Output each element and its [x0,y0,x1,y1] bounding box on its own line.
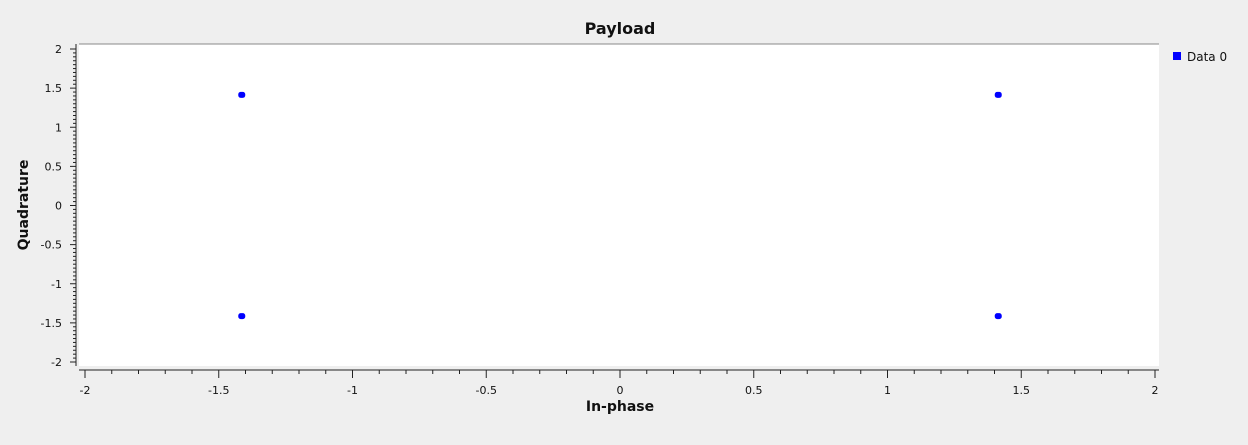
y-tick-label: -1 [51,278,62,291]
y-axis-label: Quadrature [16,160,32,251]
legend-label-data-0: Data 0 [1187,50,1227,64]
y-tick-label: 0 [55,200,62,213]
x-tick-label: 0.5 [745,384,763,397]
data-point [238,313,246,320]
y-tick-label: 0.5 [45,160,63,173]
legend-marker-data-0 [1173,52,1181,60]
data-point [238,91,246,98]
y-axis: 2 1.5 1 0.5 0 -0.5 -1 -1.5 -2 [41,43,77,369]
y-tick-label: -0.5 [41,239,62,252]
x-tick-label: 1 [884,384,891,397]
chart-title: Payload [585,19,656,38]
x-tick-label: -1.5 [208,384,229,397]
x-tick-label: -0.5 [476,384,497,397]
x-tick-label: -1 [347,384,358,397]
x-axis-label: In-phase [586,399,654,415]
plot-area [79,44,1159,366]
x-tick-label: 1.5 [1013,384,1031,397]
data-points [238,91,1002,320]
data-point [994,313,1002,320]
x-tick-label: 0 [617,384,624,397]
x-tick-label: -2 [80,384,91,397]
data-point [994,91,1002,98]
y-tick-label: 1 [55,121,62,134]
y-tick-label: -1.5 [41,317,62,330]
y-tick-label: 2 [55,43,62,56]
x-tick-label: 2 [1152,384,1159,397]
x-axis: -2 -1.5 -1 -0.5 0 0.5 1 1.5 2 [79,369,1159,397]
legend[interactable]: Data 0 [1173,50,1227,64]
y-tick-label: 1.5 [45,82,63,95]
y-tick-label: -2 [51,356,62,369]
